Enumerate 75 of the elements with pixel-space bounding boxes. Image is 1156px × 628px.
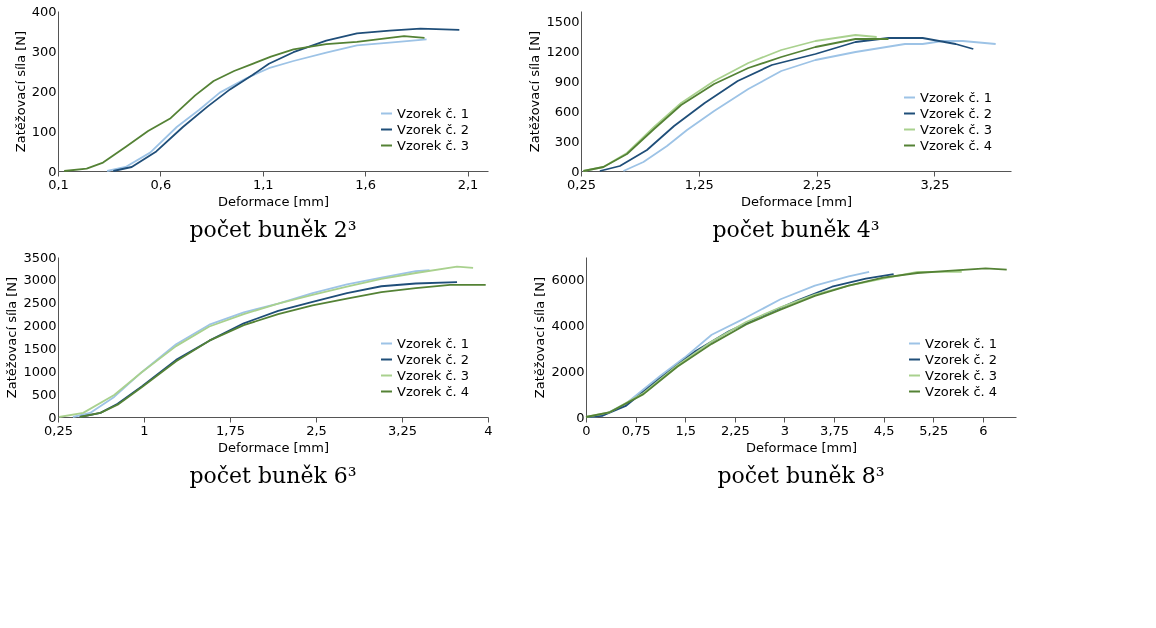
legend-label: Vzorek č. 2 xyxy=(925,351,998,367)
y-tick-label: 3000 xyxy=(23,272,57,288)
x-tick-label: 0,25 xyxy=(44,422,73,438)
legend-label: Vzorek č. 2 xyxy=(397,121,470,137)
legend-label: Vzorek č. 2 xyxy=(397,351,470,367)
y-tick-label: 400 xyxy=(31,3,57,19)
x-tick-label: 0,25 xyxy=(567,176,596,192)
legend-label: Vzorek č. 1 xyxy=(920,89,993,105)
legend-label: Vzorek č. 3 xyxy=(397,137,470,153)
y-axis-title: Zatěžovací síla [N] xyxy=(4,276,20,399)
x-tick-label: 0,6 xyxy=(150,176,172,192)
y-tick-label: 1500 xyxy=(546,13,580,29)
x-tick-label: 4,5 xyxy=(873,422,895,438)
y-tick-label: 200 xyxy=(31,83,57,99)
legend-label: Vzorek č. 3 xyxy=(397,367,470,383)
y-tick-label: 500 xyxy=(31,386,57,402)
text: počet buněk 4³ xyxy=(712,217,880,242)
legend-label: Vzorek č. 1 xyxy=(397,335,470,351)
x-tick-label: 4 xyxy=(484,422,493,438)
y-tick-label: 900 xyxy=(554,73,580,89)
x-tick-label: 0,75 xyxy=(621,422,651,438)
y-tick-label: 2000 xyxy=(23,318,57,334)
y-axis-title: Zatěžovací síla [N] xyxy=(532,276,548,399)
legend-label: Vzorek č. 2 xyxy=(920,105,993,121)
x-tick-label: 2,25 xyxy=(720,422,750,438)
x-tick-label: 3,25 xyxy=(920,176,950,192)
y-tick-label: 1000 xyxy=(23,363,57,379)
y-tick-label: 4000 xyxy=(551,318,585,334)
x-tick-label: 0,1 xyxy=(48,176,69,192)
y-tick-label: 2500 xyxy=(23,295,57,311)
x-tick-label: 6 xyxy=(979,422,988,438)
text: počet buněk 8³ xyxy=(717,463,885,488)
x-tick-label: 3,75 xyxy=(820,422,850,438)
x-tick-label: 1 xyxy=(140,422,149,438)
x-axis-title: Deformace [mm] xyxy=(217,439,330,455)
x-tick-label: 1,75 xyxy=(216,422,245,438)
x-tick-label: 2,1 xyxy=(457,176,479,192)
legend-label: Vzorek č. 4 xyxy=(920,137,993,153)
y-axis-title: Zatěžovací síla [N] xyxy=(527,30,543,153)
text: počet buněk 2³ xyxy=(189,217,357,242)
x-tick-label: 3,25 xyxy=(388,422,417,438)
y-tick-label: 3500 xyxy=(23,249,57,265)
text: počet buněk 6³ xyxy=(189,463,357,488)
x-tick-label: 1,25 xyxy=(684,176,714,192)
y-tick-label: 1500 xyxy=(23,340,57,356)
y-tick-label: 1200 xyxy=(546,43,580,59)
legend-label: Vzorek č. 3 xyxy=(920,121,993,137)
x-tick-label: 1,5 xyxy=(675,422,697,438)
y-tick-label: 6000 xyxy=(551,272,585,288)
x-tick-label: 2,25 xyxy=(802,176,832,192)
legend-label: Vzorek č. 3 xyxy=(925,367,998,383)
y-tick-label: 0 xyxy=(48,409,57,425)
x-axis-title: Deformace [mm] xyxy=(217,193,330,209)
line-series xyxy=(112,27,461,172)
x-axis-title: Deformace [mm] xyxy=(745,439,858,455)
y-tick-label: 300 xyxy=(554,133,580,149)
x-tick-label: 1,6 xyxy=(355,176,376,192)
y-tick-label: 100 xyxy=(31,123,57,139)
x-tick-label: 2,5 xyxy=(306,422,327,438)
x-axis-title: Deformace [mm] xyxy=(740,193,853,209)
legend-label: Vzorek č. 1 xyxy=(397,105,470,121)
y-tick-label: 0 xyxy=(576,409,585,425)
y-axis-title: Zatěžovací síla [N] xyxy=(12,30,28,153)
y-tick-label: 300 xyxy=(31,43,57,59)
y-tick-label: 600 xyxy=(554,103,580,119)
legend-label: Vzorek č. 4 xyxy=(397,383,470,399)
x-tick-label: 3 xyxy=(780,422,790,438)
line-series xyxy=(58,265,474,418)
legend-label: Vzorek č. 4 xyxy=(925,383,998,399)
x-tick-label: 1,1 xyxy=(252,176,274,192)
legend-label: Vzorek č. 1 xyxy=(925,335,998,351)
x-tick-label: 5,25 xyxy=(919,422,949,438)
y-tick-label: 2000 xyxy=(551,363,585,379)
y-tick-label: 0 xyxy=(48,163,57,179)
y-tick-label: 0 xyxy=(571,163,580,179)
